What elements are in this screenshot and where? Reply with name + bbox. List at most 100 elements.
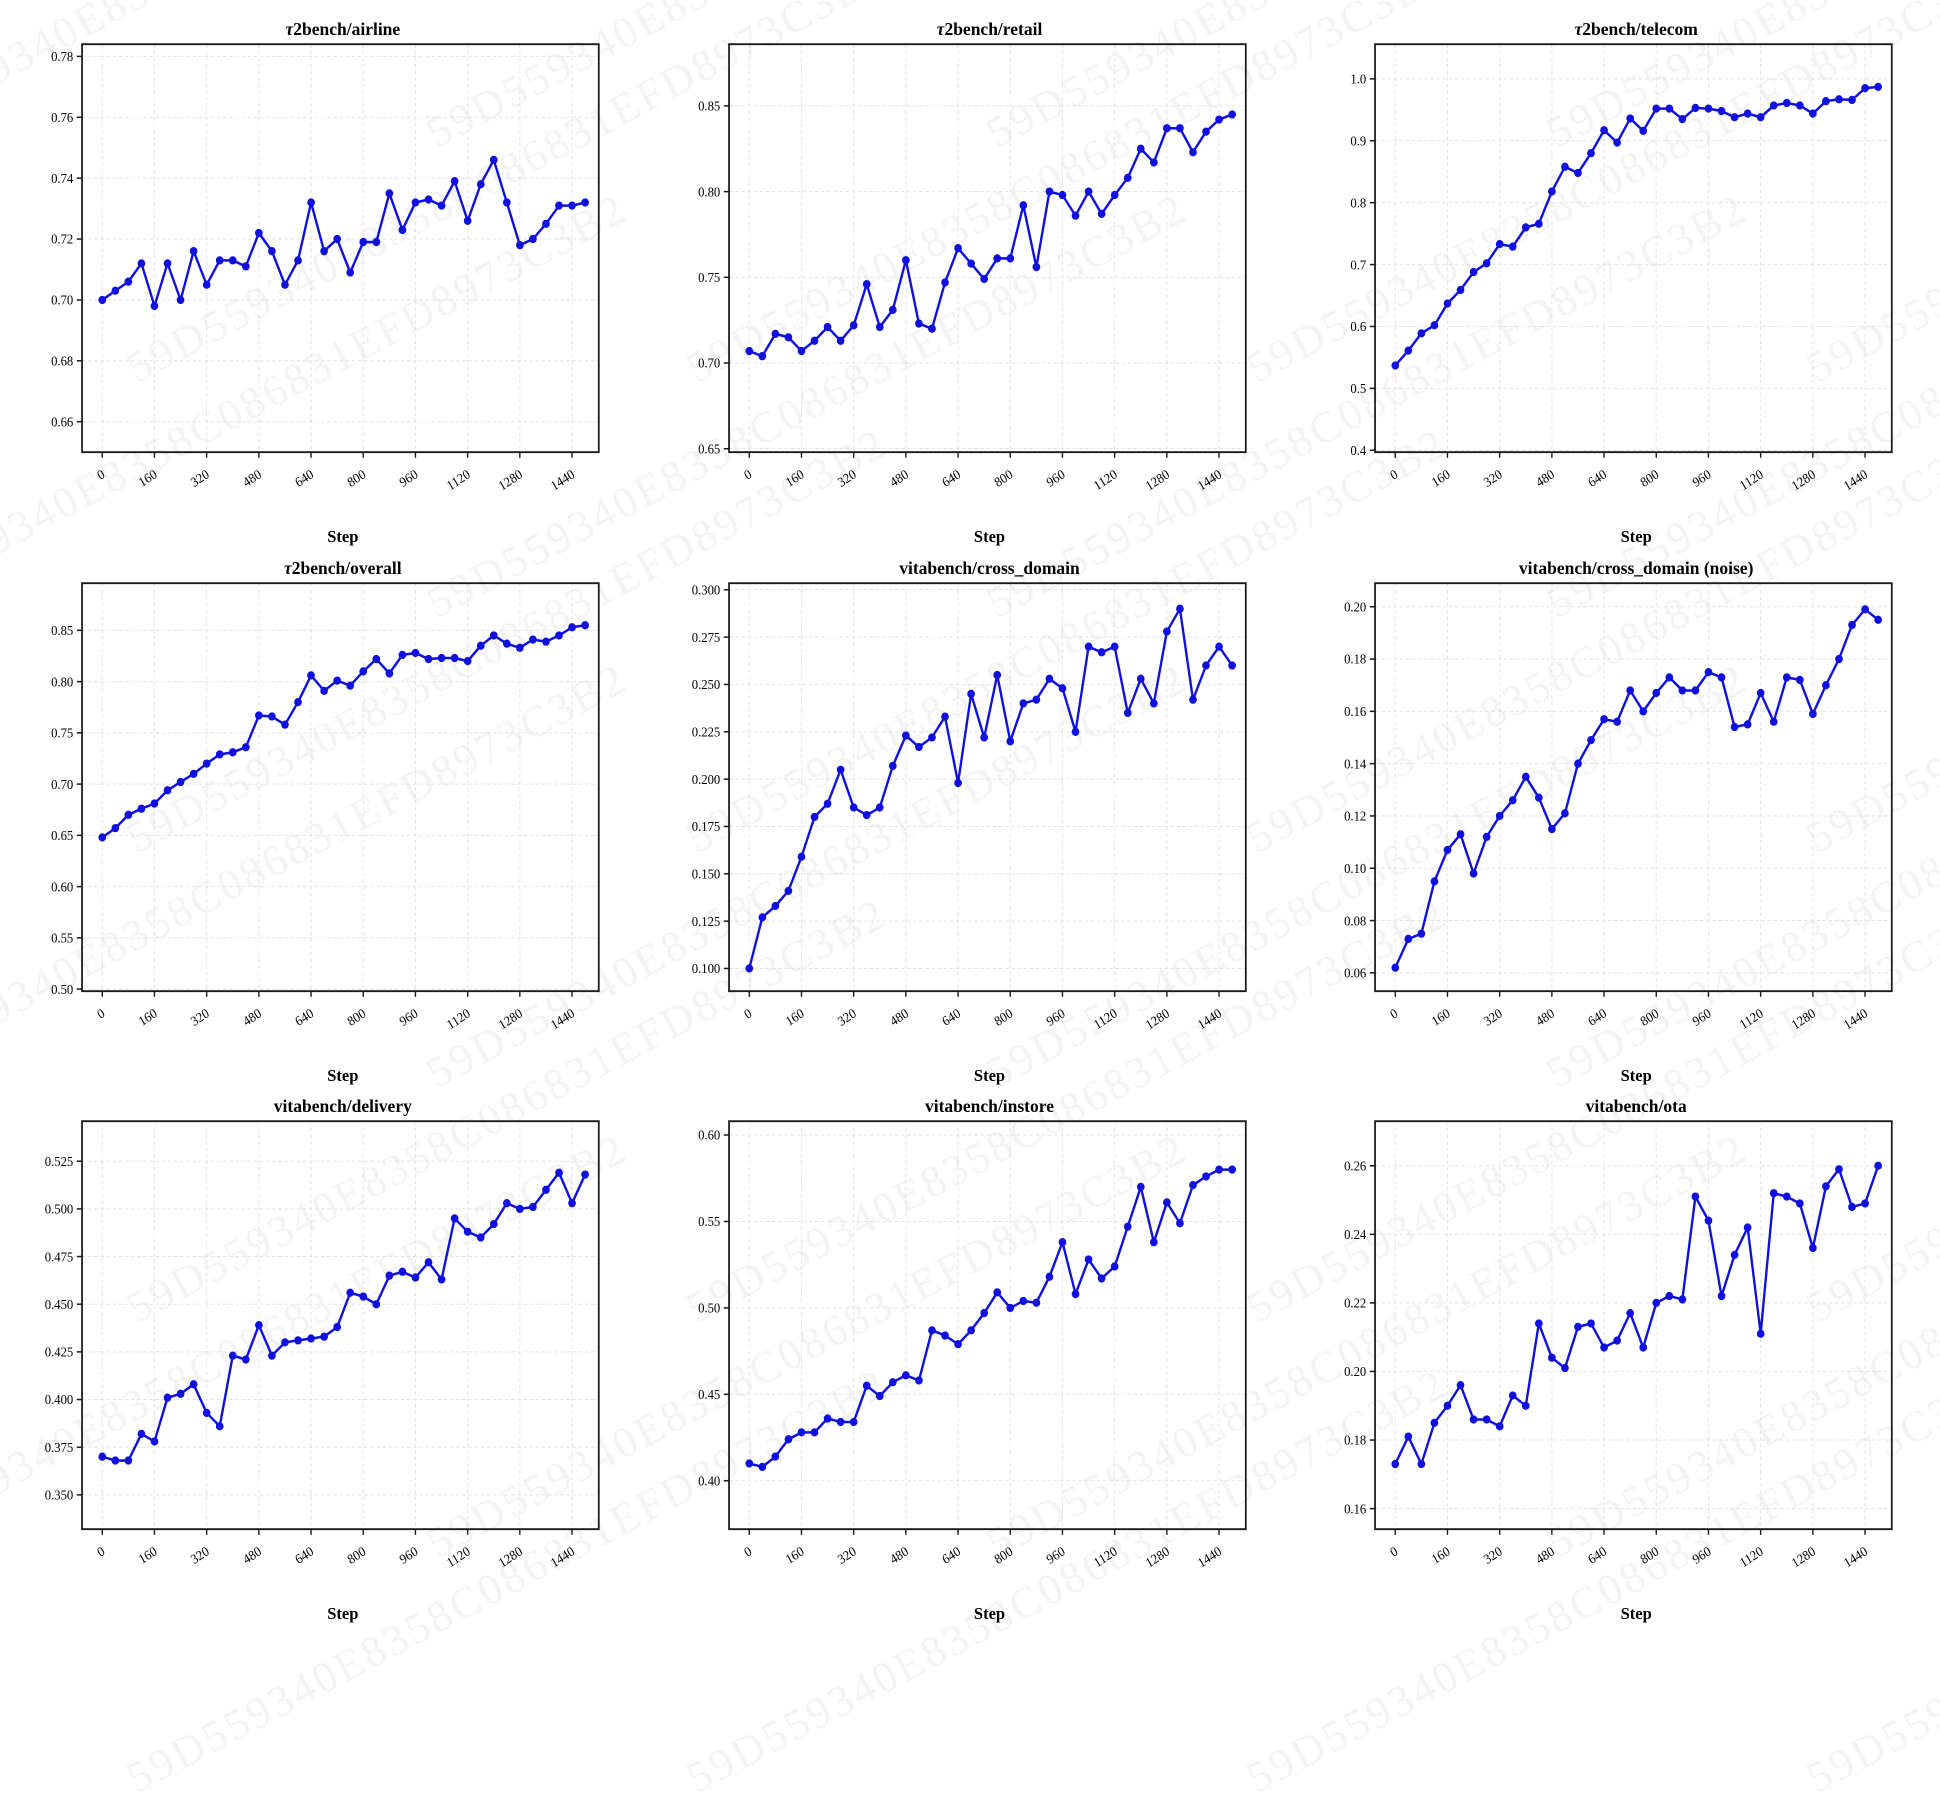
t2bench-retail-plot: 0.65 0.70 0.75 0.80 0.85 0 160 320 480 640 800 960 1… bbox=[698, 43, 1247, 494]
svg-text:0.6: 0.6 bbox=[1351, 319, 1367, 335]
svg-text:0.100: 0.100 bbox=[691, 960, 720, 976]
svg-text:0.24: 0.24 bbox=[1344, 1227, 1367, 1243]
tick-labels: 0.40 0.45 0.50 0.55 0.60 0 160 320 480 640 800 960 1… bbox=[698, 1128, 1224, 1571]
chart-title: vitabench/ota bbox=[1585, 1096, 1687, 1117]
svg-text:640: 640 bbox=[292, 1543, 316, 1567]
svg-text:640: 640 bbox=[939, 1543, 963, 1567]
svg-text:0.450: 0.450 bbox=[45, 1297, 74, 1313]
svg-text:0: 0 bbox=[1388, 1543, 1401, 1560]
svg-text:480: 480 bbox=[887, 1005, 911, 1029]
data-points bbox=[98, 155, 589, 311]
svg-text:960: 960 bbox=[1690, 1005, 1714, 1029]
svg-text:0.300: 0.300 bbox=[691, 582, 720, 598]
svg-text:320: 320 bbox=[188, 1005, 212, 1029]
svg-text:0.06: 0.06 bbox=[1344, 965, 1367, 981]
gridlines bbox=[1375, 1121, 1893, 1530]
svg-text:1440: 1440 bbox=[1841, 466, 1871, 494]
svg-text:640: 640 bbox=[292, 466, 316, 490]
tick-labels: 0.50 0.55 0.60 0.65 0.70 0.75 0.80 0.85 0 160 320 4… bbox=[51, 622, 577, 1032]
svg-text:0: 0 bbox=[94, 1005, 107, 1022]
svg-text:160: 160 bbox=[782, 466, 806, 490]
chart-vitabench-delivery: vitabench/delivery 0.350 0.375 0.400 0.425 0… bbox=[40, 1093, 607, 1623]
svg-text:0.70: 0.70 bbox=[51, 292, 74, 308]
axes bbox=[1370, 1120, 1893, 1536]
gridlines bbox=[728, 44, 1246, 453]
svg-text:160: 160 bbox=[1429, 1005, 1453, 1029]
svg-text:320: 320 bbox=[1481, 1543, 1505, 1567]
gridlines bbox=[728, 1121, 1246, 1530]
svg-text:0.66: 0.66 bbox=[51, 414, 74, 430]
svg-text:1280: 1280 bbox=[1789, 1543, 1819, 1571]
svg-text:0.65: 0.65 bbox=[698, 441, 721, 457]
data-points bbox=[1391, 1161, 1883, 1469]
svg-text:800: 800 bbox=[1638, 1005, 1662, 1029]
series-line bbox=[747, 113, 1233, 358]
svg-text:0.425: 0.425 bbox=[45, 1344, 74, 1360]
svg-text:1440: 1440 bbox=[1195, 1543, 1225, 1571]
svg-text:320: 320 bbox=[188, 466, 212, 490]
chart-t2bench-airline: τ2bench/airline 0.66 0.68 0.70 0.72 0.74 0.76… bbox=[40, 16, 607, 546]
tick-labels: 0.65 0.70 0.75 0.80 0.85 0 160 320 480 640 800 960 1… bbox=[698, 98, 1224, 493]
svg-text:1120: 1120 bbox=[1091, 1005, 1120, 1033]
svg-text:640: 640 bbox=[1586, 1543, 1610, 1567]
svg-text:0.85: 0.85 bbox=[51, 622, 74, 638]
svg-text:480: 480 bbox=[1533, 1005, 1557, 1029]
svg-text:0.72: 0.72 bbox=[51, 231, 73, 247]
axes bbox=[76, 1120, 600, 1536]
svg-text:1440: 1440 bbox=[548, 1005, 578, 1033]
vitabench-cross-domain-noise-plot: 0.06 0.08 0.10 0.12 0.14 0.16 0.18 0.20 0 160 320 4… bbox=[1344, 581, 1893, 1033]
svg-text:480: 480 bbox=[240, 1543, 264, 1567]
svg-text:1280: 1280 bbox=[496, 466, 526, 494]
svg-text:160: 160 bbox=[136, 1543, 160, 1567]
svg-text:0.70: 0.70 bbox=[51, 776, 74, 792]
t2bench-airline-plot: 0.66 0.68 0.70 0.72 0.74 0.76 0.78 0 160 320 480 64… bbox=[51, 43, 600, 494]
svg-text:160: 160 bbox=[782, 1005, 806, 1029]
axes bbox=[723, 1120, 1247, 1536]
axes bbox=[1370, 581, 1893, 997]
svg-text:0: 0 bbox=[1388, 1005, 1401, 1022]
t2bench-overall-plot: 0.50 0.55 0.60 0.65 0.70 0.75 0.80 0.85 0 160 320 4… bbox=[51, 581, 600, 1032]
svg-text:0.20: 0.20 bbox=[1344, 599, 1367, 615]
svg-text:1120: 1120 bbox=[444, 466, 473, 494]
axes bbox=[1370, 43, 1893, 458]
svg-text:800: 800 bbox=[344, 1005, 368, 1029]
svg-text:0.125: 0.125 bbox=[691, 913, 720, 929]
x-axis-label: Step bbox=[1620, 1604, 1652, 1624]
svg-text:1120: 1120 bbox=[1737, 1005, 1766, 1033]
svg-text:800: 800 bbox=[344, 466, 368, 490]
gridlines bbox=[1375, 44, 1893, 453]
svg-text:0.26: 0.26 bbox=[1344, 1158, 1367, 1174]
svg-text:0.80: 0.80 bbox=[698, 184, 721, 200]
svg-text:960: 960 bbox=[1043, 466, 1067, 490]
svg-text:0.45: 0.45 bbox=[698, 1387, 721, 1403]
series-line bbox=[747, 607, 1233, 970]
svg-text:0.22: 0.22 bbox=[1344, 1296, 1366, 1312]
data-points bbox=[1391, 604, 1883, 972]
tau-symbol: τ bbox=[285, 19, 294, 39]
vitabench-cross-domain-plot: 0.100 0.125 0.150 0.175 0.200 0.225 0.250 0.275… bbox=[691, 582, 1247, 1033]
svg-text:1280: 1280 bbox=[1142, 1005, 1172, 1033]
svg-text:1440: 1440 bbox=[1195, 1005, 1225, 1033]
chart-title: τ2bench/telecom bbox=[1574, 19, 1698, 39]
svg-text:960: 960 bbox=[1043, 1543, 1067, 1567]
svg-text:0.80: 0.80 bbox=[51, 674, 74, 690]
chart-title: τ2bench/retail bbox=[936, 19, 1043, 39]
svg-text:0.9: 0.9 bbox=[1351, 133, 1367, 149]
chart-vitabench-cross-domain: vitabench/cross_domain 0.100 0.125 0.150 0.… bbox=[687, 555, 1254, 1085]
svg-text:1280: 1280 bbox=[1142, 1543, 1172, 1571]
svg-text:0.350: 0.350 bbox=[45, 1487, 74, 1503]
svg-text:1120: 1120 bbox=[444, 1005, 473, 1033]
axes bbox=[76, 43, 600, 458]
svg-text:0.55: 0.55 bbox=[51, 930, 74, 946]
svg-text:0.525: 0.525 bbox=[45, 1154, 74, 1170]
x-axis-label: Step bbox=[327, 1065, 359, 1085]
svg-text:0.40: 0.40 bbox=[698, 1473, 721, 1489]
svg-text:800: 800 bbox=[344, 1543, 368, 1567]
svg-text:480: 480 bbox=[240, 466, 264, 490]
svg-text:1280: 1280 bbox=[496, 1005, 526, 1033]
chart-t2bench-telecom: τ2bench/telecom 0.4 0.5 0.6 0.7 0.8 0.9 1.0 0 16… bbox=[1333, 16, 1900, 546]
svg-text:0.4: 0.4 bbox=[1351, 443, 1367, 459]
svg-text:160: 160 bbox=[782, 1543, 806, 1567]
chart-title: vitabench/cross_domain (noise) bbox=[1518, 557, 1754, 578]
svg-text:0: 0 bbox=[741, 466, 754, 483]
